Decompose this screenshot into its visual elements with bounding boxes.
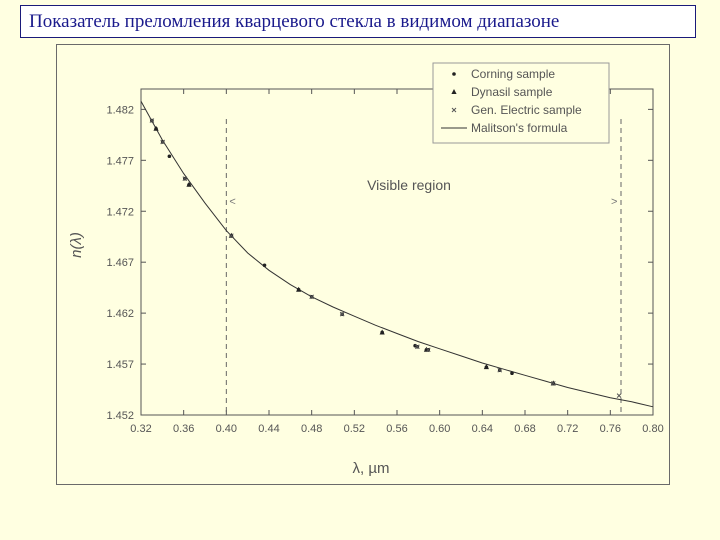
y-tick-label: 1.452	[106, 410, 134, 422]
x-tick-label: 0.64	[472, 423, 493, 435]
legend-entry-label: Corning sample	[471, 67, 555, 81]
x-tick-label: 0.72	[557, 423, 578, 435]
legend-corning-marker	[452, 72, 456, 76]
corning-point	[167, 154, 172, 159]
region-arrow: >	[611, 196, 617, 208]
corning-point	[510, 371, 514, 376]
ge-point	[415, 344, 420, 350]
dynasil-point	[153, 125, 159, 131]
y-tick-label: 1.477	[106, 155, 134, 167]
ge-point	[182, 176, 188, 182]
axes: 0.32 0.36 0.40 0.44 0.48 0.52 0.56 0.60 0.64 0.68…	[106, 88, 664, 435]
y-tick-label: 1.462	[106, 308, 134, 320]
ge-point	[550, 381, 556, 386]
region-arrow: <	[229, 196, 235, 208]
legend: Corning sample Dynasil sample Gen. Electri…	[432, 62, 610, 144]
legend-box	[432, 62, 610, 144]
dynasil-point	[379, 329, 385, 335]
chart-canvas: 0.32 0.36 0.40 0.44 0.48 0.52 0.56 0.60 0.64 0.68…	[68, 62, 664, 477]
x-tick-label: 0.44	[258, 423, 279, 435]
visible-region-markers: < >	[225, 119, 622, 415]
x-tick-label: 0.48	[301, 423, 322, 435]
dynasil-point	[186, 181, 192, 187]
legend-entry-label: Malitson's formula	[471, 121, 568, 135]
malitson-curve	[140, 100, 654, 408]
ge-point	[339, 311, 345, 317]
dynasil-point	[483, 364, 489, 370]
ge-point	[425, 347, 431, 353]
ge-point	[160, 139, 166, 145]
x-tick-label: 0.52	[344, 423, 365, 435]
x-axis-label: λ, µm	[353, 460, 390, 477]
x-tick-label: 0.80	[642, 423, 663, 435]
corning-point	[262, 263, 267, 268]
y-axis-label: n(λ)	[68, 232, 85, 258]
x-tick-label: 0.40	[216, 423, 237, 435]
x-tick-label: 0.68	[514, 423, 535, 435]
x-tick-label: 0.76	[600, 423, 621, 435]
data-points	[149, 118, 622, 398]
ge-point	[497, 367, 503, 373]
curve-layer	[140, 100, 654, 408]
x-tick-label: 0.60	[429, 423, 450, 435]
visible-region-label: Visible region	[367, 177, 451, 193]
slide-title: Показатель преломления кварцевого стекла…	[20, 5, 696, 38]
y-tick-label: 1.457	[106, 359, 134, 371]
x-tick-label: 0.56	[386, 423, 407, 435]
ge-point	[149, 118, 155, 123]
y-tick-label: 1.467	[106, 257, 134, 269]
legend-entry-label: Dynasil sample	[471, 85, 553, 99]
legend-dynasil-marker	[451, 89, 457, 94]
y-tick-label: 1.482	[106, 104, 134, 116]
chart-figure: 0.32 0.36 0.40 0.44 0.48 0.52 0.56 0.60 0.64 0.68…	[56, 44, 670, 485]
y-tick-label: 1.472	[106, 206, 134, 218]
x-tick-label: 0.36	[173, 423, 194, 435]
ge-point	[228, 233, 234, 239]
ge-point	[616, 393, 622, 398]
ge-point	[309, 294, 315, 300]
legend-ge-marker	[451, 107, 457, 113]
legend-entry-label: Gen. Electric sample	[471, 103, 582, 117]
x-tick-label: 0.32	[130, 423, 151, 435]
dynasil-point	[296, 286, 302, 292]
